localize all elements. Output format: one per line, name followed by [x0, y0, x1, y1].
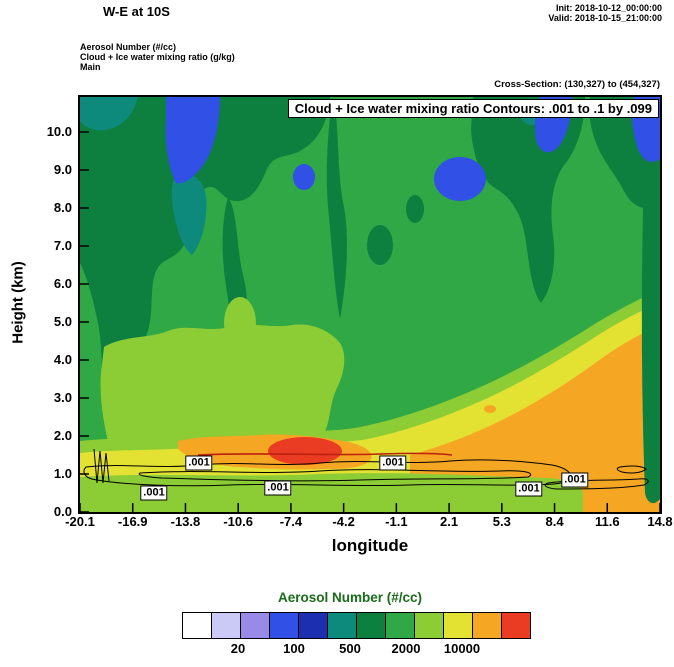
red-core-region: [268, 437, 342, 465]
colorbar-cell-5: [328, 613, 357, 638]
y-tick-label: 2.0: [53, 428, 72, 443]
page-title: W-E at 10S: [103, 4, 170, 19]
x-tick-label: 14.8: [647, 514, 673, 529]
contour-value-label: .001: [515, 481, 543, 497]
colorbar-cell-3: [270, 613, 299, 638]
bottom-strip-region: [80, 473, 583, 512]
x-tick-label: -7.4: [279, 514, 303, 529]
colorbar-cell-2: [241, 613, 270, 638]
y-tick-label: 9.0: [53, 162, 72, 177]
cross-section-info: Cross-Section: (130,327) to (454,327): [494, 79, 660, 90]
colorbar-cell-10: [473, 613, 502, 638]
colorbar-cell-8: [415, 613, 444, 638]
x-tick-label: 2.1: [440, 514, 459, 529]
colorbar-cell-9: [444, 613, 473, 638]
contour-field-plot: [79, 97, 661, 513]
x-tick-label: -20.1: [65, 514, 95, 529]
init-time: Init: 2018-10-12_00:00:00: [555, 3, 662, 13]
contour-value-label: .001: [264, 480, 292, 496]
contour-value-label: .001: [379, 455, 407, 471]
contour-value-label: .001: [185, 455, 213, 471]
colorbar-tick-label: 2000: [391, 641, 421, 656]
x-tick-label: 11.6: [594, 514, 620, 529]
colorbar-tick-label: 10000: [443, 641, 481, 656]
upper-contour-line-red: [197, 452, 453, 456]
colorbar-tick-label: 100: [283, 641, 305, 656]
x-tick-label: -13.8: [170, 514, 201, 529]
plot-area: Cloud + Ice water mixing ratio Contours:…: [78, 95, 662, 514]
colorbar-cell-1: [212, 613, 241, 638]
y-tick-label: 7.0: [53, 238, 72, 253]
right-edge-dark-strip: [641, 161, 660, 504]
x-tick-label: -10.6: [223, 514, 253, 529]
y-tick-label: 10.0: [46, 124, 72, 139]
y-tick-label: 4.0: [53, 352, 72, 367]
colorbar-cell-7: [386, 613, 415, 638]
x-tick-label: 8.4: [545, 514, 564, 529]
y-tick-label: 0.0: [53, 504, 72, 519]
colorbar-title: Aerosol Number (#/cc): [277, 590, 423, 605]
y-tick-label: 1.0: [53, 466, 72, 481]
colorbar-tick-label: 500: [339, 641, 361, 656]
x-tick-label: -1.1: [385, 514, 408, 529]
contour-value-label: .001: [140, 485, 168, 501]
x-tick-label: 5.3: [492, 514, 511, 529]
y-tick-label: 3.0: [53, 390, 72, 405]
x-tick-label: -16.9: [117, 514, 148, 529]
valid-time: Valid: 2018-10-15_21:00:00: [548, 13, 662, 23]
contour-info-box: Cloud + Ice water mixing ratio Contours:…: [287, 99, 659, 118]
colorbar-cell-4: [299, 613, 328, 638]
colorbar-tick-label: 20: [230, 641, 246, 656]
y-tick-label: 8.0: [53, 200, 72, 215]
colorbar-cell-6: [357, 613, 386, 638]
y-tick-label: 5.0: [53, 314, 72, 329]
colorbar-cell-0: [183, 613, 212, 638]
axis-tick-marks: [79, 131, 661, 513]
contour-value-label: .001: [561, 472, 589, 488]
y-axis-label: Height (km): [9, 261, 27, 344]
y-tick-label: 6.0: [53, 276, 72, 291]
field-label-cloud-ice: Cloud + Ice water mixing ratio (g/kg): [80, 52, 235, 62]
x-axis-label: longitude: [331, 536, 409, 555]
field-label-aerosol: Aerosol Number (#/cc): [80, 42, 177, 52]
colorbar-cell-11: [502, 613, 530, 638]
x-tick-label: -4.2: [332, 514, 355, 529]
field-label-domain: Main: [80, 62, 101, 72]
colorbar: [182, 612, 531, 639]
